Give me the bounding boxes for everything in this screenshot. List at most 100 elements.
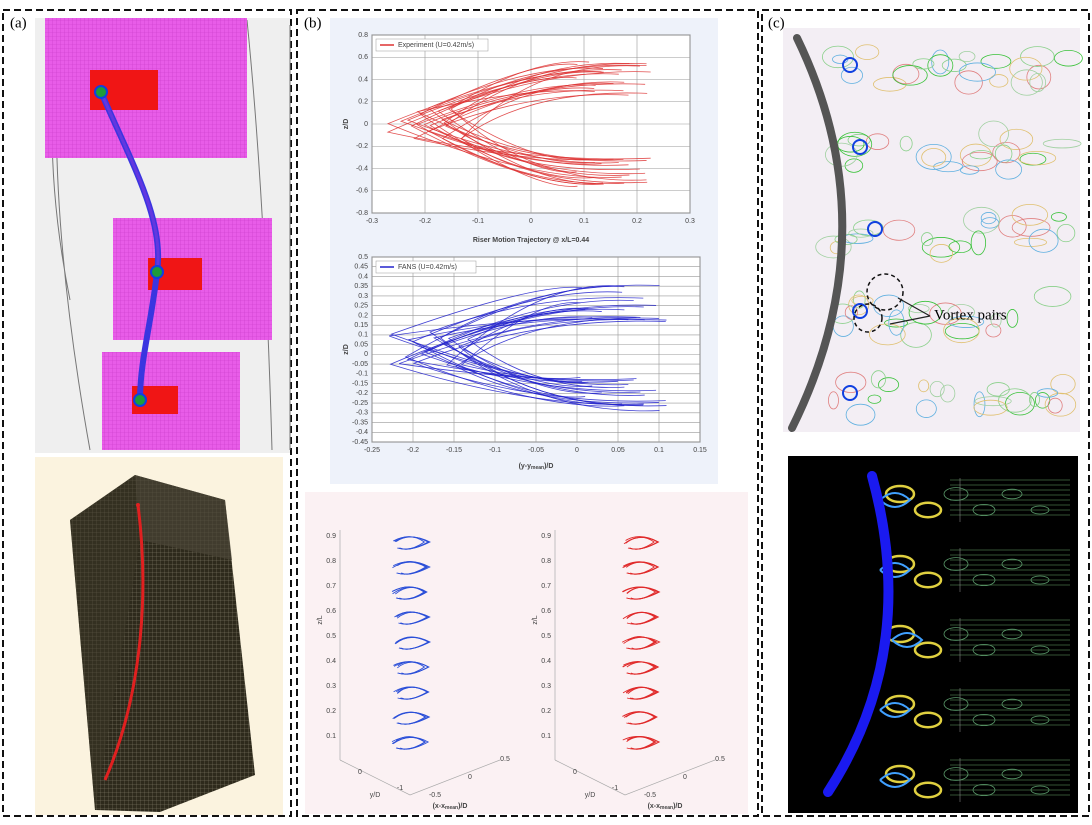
x-tick-label: -0.15: [446, 447, 462, 454]
vortex-contour: [1029, 73, 1047, 92]
vortex-contour: [848, 228, 874, 238]
trajectory-curve: [443, 316, 593, 387]
axis-title: (x-xmean)/D: [648, 803, 683, 811]
panel-label: (a): [10, 15, 27, 31]
vortex-contour: [868, 323, 906, 346]
y-tick-label: -0.6: [356, 188, 368, 195]
trajectory-curve: [392, 561, 427, 575]
vortex-contour: [913, 571, 943, 589]
vortex-contour: [927, 54, 954, 77]
vortex-contour: [943, 557, 969, 571]
vortex-contour: [992, 141, 1021, 164]
vortex-contour: [931, 49, 950, 75]
vortex-contour: [943, 317, 980, 344]
x-tick-label: 0.2: [632, 218, 642, 225]
vortex-contour: [1009, 56, 1043, 81]
z-tick-label: 0.4: [326, 658, 336, 665]
vortex-contour: [865, 133, 890, 150]
trajectory-curve: [413, 82, 614, 161]
vortex-contour: [989, 74, 1009, 88]
vortex-contour: [1001, 558, 1023, 570]
vortex-contour: [888, 309, 905, 336]
y-tick-label: -0.4: [356, 165, 368, 172]
vortex-contour: [912, 58, 935, 70]
x-tick-label: 0: [529, 218, 533, 225]
trajectory-curve: [622, 686, 656, 700]
vortex-contour: [1030, 575, 1050, 585]
vortex-contour: [961, 151, 998, 172]
x-tick-label: 0: [468, 774, 472, 781]
vortex-contour: [1054, 49, 1083, 67]
trajectory-curve: [623, 561, 659, 575]
vortex-core: [852, 303, 868, 319]
vortex-contour: [1050, 374, 1076, 395]
y-tick-label: -0.3: [356, 410, 368, 417]
vortex-contour: [1044, 392, 1077, 417]
trajectory-curve: [429, 87, 595, 179]
y-tick-label: 0.2: [358, 99, 368, 106]
vortex-contour: [913, 711, 943, 729]
trajectory-curve: [622, 586, 661, 600]
vortex-contour: [972, 644, 996, 657]
trajectory-curve: [392, 586, 427, 600]
legend-label: Experiment (U=0.42m/s): [398, 42, 474, 49]
z-tick-label: 0.8: [326, 558, 336, 565]
axis-title: z/D: [343, 119, 350, 130]
axis-title: Riser Motion Trajectory @ x/L=0.44: [473, 237, 589, 244]
z-tick-label: 0.6: [541, 608, 551, 615]
vortex-contour: [907, 304, 930, 314]
trajectory-curve: [419, 63, 578, 187]
trajectory-curve: [626, 661, 660, 675]
axis-title: z/L: [532, 615, 539, 624]
y-tick-label: 0: [364, 121, 368, 128]
y-tick-label: -0.45: [352, 439, 368, 446]
vortex-contour: [855, 44, 880, 60]
vortex-contour: [872, 77, 907, 92]
vortex-contour: [884, 318, 908, 328]
trajectory-curve: [441, 89, 624, 161]
trajectory-curve: [389, 318, 629, 386]
vortex-contour: [920, 232, 934, 247]
trajectory-curve: [460, 92, 648, 184]
trajectory-curve: [621, 636, 658, 650]
vortex-contour: [940, 384, 956, 403]
y-tick-label: 0.4: [358, 76, 368, 83]
trajectory-curve: [424, 308, 586, 398]
vortex-contour: [929, 380, 945, 398]
vortex-contour: [1028, 228, 1059, 253]
x-tick-label: 0.1: [654, 447, 664, 454]
vortex-contour: [958, 50, 976, 62]
trajectory-curve: [392, 711, 427, 725]
vortex-contour: [1030, 505, 1050, 515]
vortex-core: [842, 57, 858, 73]
y-tick-label: 0: [573, 769, 577, 776]
trajectory-curve: [437, 77, 577, 173]
legend-label: FANS (U=0.42m/s): [398, 264, 457, 271]
trajectory-curve: [426, 94, 629, 166]
z-tick-label: 0.4: [541, 658, 551, 665]
vortex-contour: [899, 135, 913, 152]
vortex-contour: [929, 244, 954, 263]
z-tick-label: 0.1: [541, 733, 551, 740]
vortex-contour: [1006, 309, 1019, 328]
y-tick-label: 0.8: [358, 32, 368, 39]
vortex-contour: [840, 66, 863, 84]
vortex-contour: [980, 212, 997, 225]
x-tick-label: -0.05: [528, 447, 544, 454]
x-tick-label: 0.3: [685, 218, 695, 225]
axis-title-part: (x-x: [648, 803, 661, 810]
panel-label: (c): [768, 15, 785, 31]
axis-line: [554, 759, 716, 796]
x-tick-label: -0.2: [407, 447, 419, 454]
trajectory-curve: [416, 84, 596, 185]
trajectory-curve: [412, 320, 666, 402]
vortex-contour: [990, 313, 1002, 328]
z-tick-label: 0.9: [326, 533, 336, 540]
vortex-contour: [947, 304, 975, 321]
axis-title-part: )/D: [544, 463, 553, 470]
vortex-contour: [1011, 203, 1049, 226]
vortex-contour: [1056, 223, 1076, 243]
x-tick-label: -0.1: [472, 218, 484, 225]
y-tick-label: 0.2: [358, 312, 368, 319]
